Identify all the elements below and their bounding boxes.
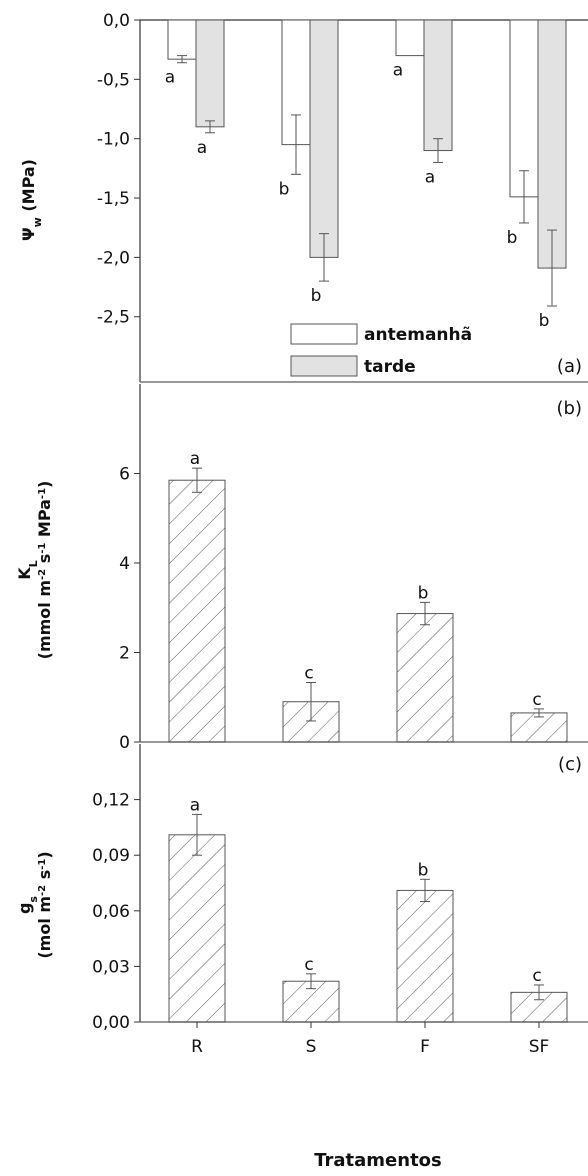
- y-label-b-unit-7: ): [35, 481, 54, 488]
- bar-c-F: [396, 889, 454, 1023]
- panel-b-y-ticks: 0 2 4 6: [119, 465, 140, 753]
- y-label-b-unit-2: -2: [37, 569, 48, 580]
- y-label-b-unit-1: (mmol m: [35, 580, 54, 659]
- y-label-b-unit-5: MPa: [35, 499, 54, 543]
- bar-a-tarde-F: [423, 19, 453, 152]
- y-tick-label-c: 0,06: [92, 902, 130, 922]
- svg-text:gs: gs: [15, 896, 40, 914]
- panel-a-bars: a b a b a b a b: [165, 19, 567, 331]
- bar-a-antemanhã-R: [167, 19, 197, 60]
- significance-label-a: b: [539, 311, 550, 331]
- y-tick-label-b: 4: [119, 554, 130, 574]
- significance-label-a: a: [425, 167, 435, 187]
- panel-a-y-ticks: 0,0 -0,5 -1,0 -1,5 -2,0 -2,5: [97, 11, 140, 328]
- bar-a-tarde-SF: [537, 19, 567, 269]
- legend-label-antemanha: antemanhã: [364, 325, 472, 345]
- y-tick-label-b: 0: [119, 733, 130, 753]
- y-label-a-rest: (MPa): [19, 159, 38, 217]
- y-label-c-unit-2: -2: [37, 885, 48, 896]
- y-tick-label-a: -2,5: [97, 308, 130, 328]
- x-tick-label-F: F: [420, 1037, 430, 1057]
- svg-text:(mmol m-2 s-1 MPa-1): (mmol m-2 s-1 MPa-1): [35, 481, 54, 660]
- panel-tag-a: (a): [557, 356, 582, 377]
- panel-tag-c: (c): [558, 754, 582, 775]
- bar-b-R: [168, 479, 226, 743]
- y-label-c-unit-5: ): [35, 851, 54, 858]
- panel-a-y-axis-label: Ψw (MPa): [19, 159, 44, 241]
- y-tick-label-a: -1,5: [97, 189, 130, 209]
- bar-a-tarde-R: [195, 19, 225, 128]
- significance-label-a: b: [507, 228, 518, 248]
- significance-label-c: c: [304, 955, 313, 975]
- panel-tag-b: (b): [557, 398, 582, 419]
- y-label-b-sub: L: [27, 560, 40, 567]
- significance-label-b: b: [418, 583, 429, 603]
- y-tick-label-c: 0,12: [92, 791, 130, 811]
- y-tick-label-a: -2,0: [97, 248, 130, 268]
- y-label-c-main: g: [15, 903, 34, 914]
- significance-label-a: b: [279, 179, 290, 199]
- y-label-b-unit-3: s: [35, 554, 54, 569]
- legend-label-tarde: tarde: [364, 357, 416, 377]
- significance-label-b: c: [304, 663, 313, 683]
- significance-label-a: b: [311, 286, 322, 306]
- legend-swatch-tarde: [290, 355, 358, 377]
- y-label-a-main: Ψ: [19, 227, 38, 241]
- x-tick-label-S: S: [306, 1037, 317, 1057]
- y-tick-label-c: 0,00: [92, 1013, 130, 1033]
- panel-a: a b a b a b a b 0,0 -0,5 -1,0 -1,5 -2,0 -2,5 Ψw (MPa…: [19, 11, 588, 383]
- y-label-c-unit-1: (mol m: [35, 896, 54, 959]
- panel-c-y-ticks: 0,00 0,03 0,06 0,09 0,12: [92, 791, 140, 1033]
- y-label-a-sub: w: [31, 217, 44, 227]
- significance-label-c: a: [190, 795, 200, 815]
- svg-text:Ψw (MPa): Ψw (MPa): [19, 159, 44, 241]
- y-tick-label-c: 0,03: [92, 957, 130, 977]
- y-label-b-unit-6: -1: [37, 488, 48, 499]
- bar-b-F: [396, 613, 454, 743]
- bar-a-tarde-S: [309, 19, 339, 258]
- y-tick-label-c: 0,09: [92, 846, 130, 866]
- x-tick-label-SF: SF: [529, 1037, 550, 1057]
- svg-text:KL: KL: [15, 560, 40, 579]
- y-tick-label-b: 6: [119, 465, 130, 485]
- bar-a-antemanhã-F: [395, 19, 425, 57]
- y-label-c-unit-4: -1: [37, 859, 48, 870]
- y-label-c-unit-3: s: [35, 870, 54, 885]
- y-label-b-unit-4: -1: [37, 543, 48, 554]
- significance-label-a: a: [197, 138, 207, 158]
- y-tick-label-a: -1,0: [97, 130, 130, 150]
- panel-c-bars: a c b c: [168, 795, 568, 1023]
- panel-b-y-axis-label: KL (mmol m-2 s-1 MPa-1): [15, 481, 54, 660]
- significance-label-b: c: [532, 690, 541, 710]
- panel-b-bars: a c b c: [168, 449, 568, 743]
- x-tick-labels: R S F SF: [191, 1022, 549, 1057]
- y-tick-label-a: 0,0: [103, 11, 130, 31]
- y-label-b-main: K: [15, 567, 34, 580]
- x-tick-label-R: R: [191, 1037, 203, 1057]
- y-tick-label-a: -0,5: [97, 70, 130, 90]
- legend: antemanhã tarde: [290, 323, 472, 377]
- x-axis-title: Tratamentos: [314, 1150, 442, 1171]
- significance-label-a: a: [393, 61, 403, 81]
- bar-b-SF: [510, 712, 568, 743]
- significance-label-b: a: [190, 449, 200, 469]
- y-label-c-sub: s: [27, 896, 40, 903]
- y-tick-label-b: 2: [119, 644, 130, 664]
- significance-label-a: a: [165, 68, 175, 88]
- bar-c-R: [168, 834, 226, 1023]
- significance-label-c: c: [532, 966, 541, 986]
- panel-c-y-axis-label: gs (mol m-2 s-1): [15, 851, 54, 958]
- significance-label-c: b: [418, 860, 429, 880]
- svg-text:(mol m-2 s-1): (mol m-2 s-1): [35, 851, 54, 958]
- legend-swatch-antemanha: [290, 323, 358, 345]
